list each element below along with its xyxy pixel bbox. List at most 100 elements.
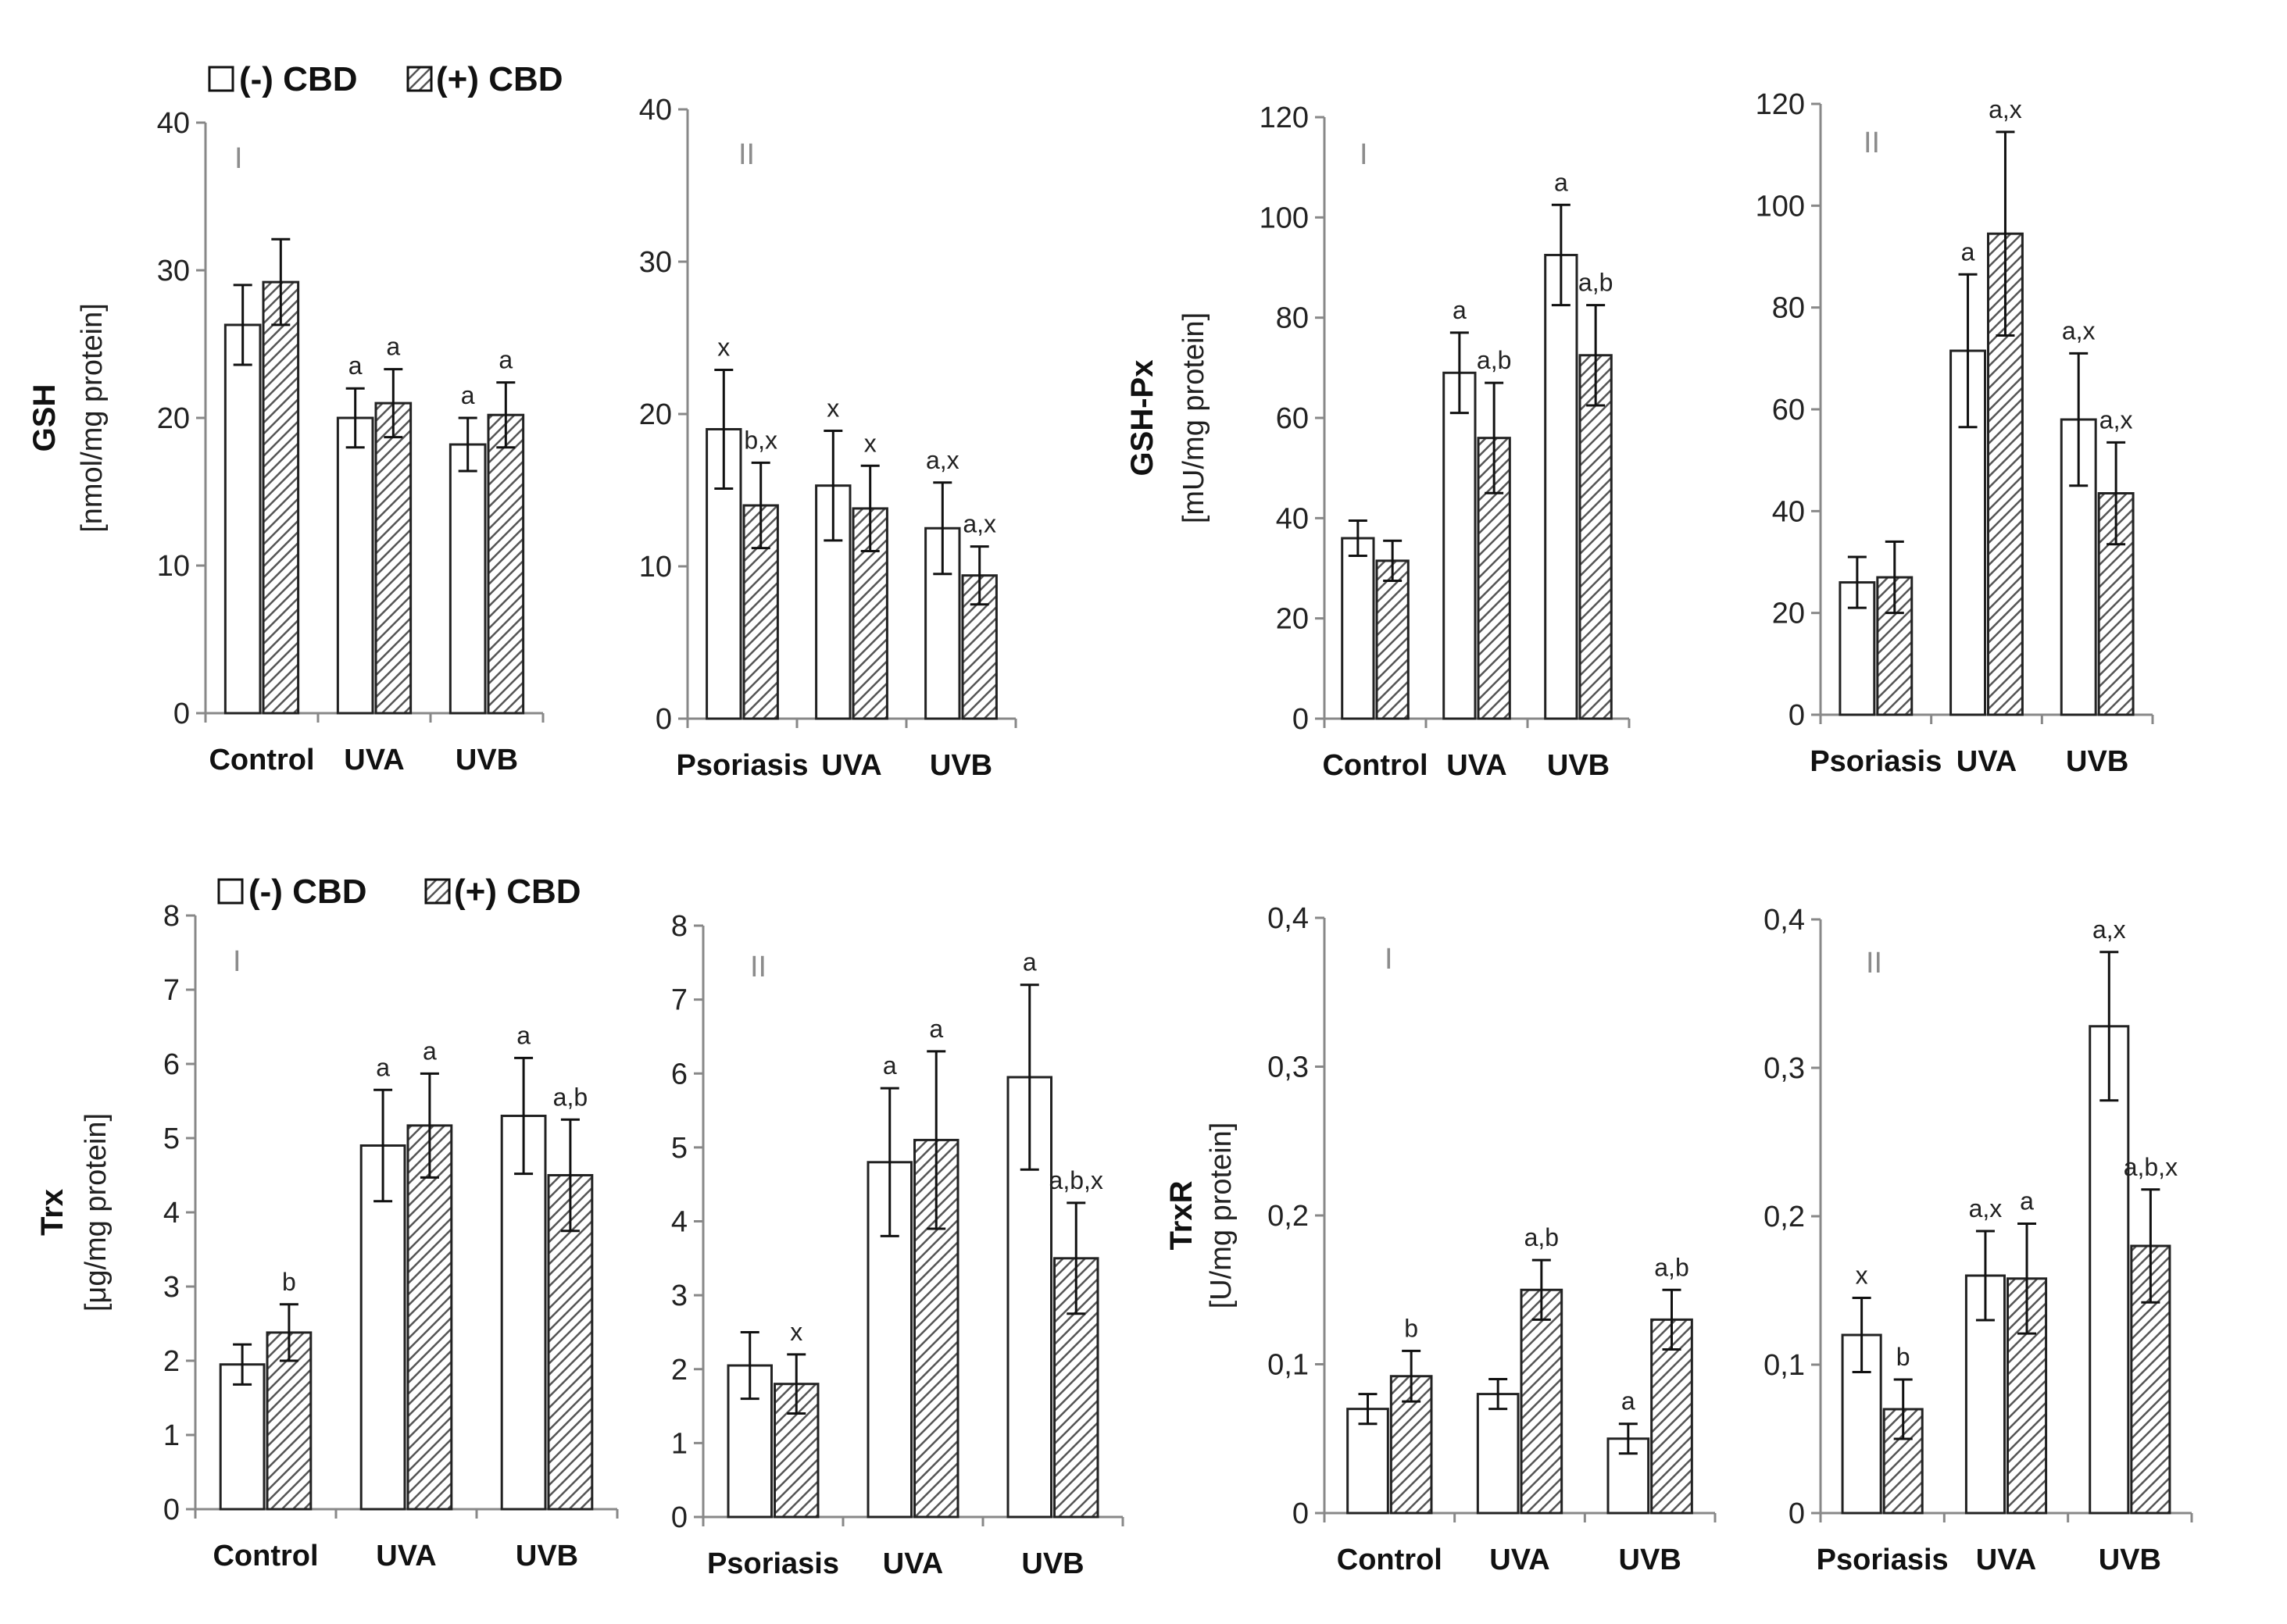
- legend-minus-swatch: [208, 66, 234, 92]
- x-tick-label: Control: [213, 1540, 318, 1572]
- bar-plus-cbd: [1375, 559, 1410, 720]
- x-tick-label: UVA: [821, 749, 881, 782]
- bar-minus-cbd: [1476, 1393, 1520, 1515]
- y-tick-label: 7: [671, 984, 688, 1017]
- parameter-label: TrxR: [1164, 1180, 1199, 1250]
- y-tick-label: 0,1: [1267, 1349, 1309, 1382]
- y-tick-label: 5: [163, 1123, 180, 1155]
- significance-label: a: [376, 1053, 390, 1081]
- y-tick-label: 0: [1789, 1497, 1805, 1530]
- legend-plus-label: (+) CBD: [454, 873, 581, 911]
- significance-label: a,x: [1989, 95, 2022, 123]
- significance-label: a: [386, 333, 400, 361]
- y-tick-label: 20: [1772, 598, 1805, 630]
- x-tick-label: Psoriasis: [1817, 1544, 1949, 1576]
- parameter-label: GSH: [27, 384, 62, 452]
- y-tick-label: 7: [163, 974, 180, 1007]
- y-tick-label: 20: [1276, 603, 1309, 636]
- y-tick-label: 6: [671, 1058, 688, 1090]
- legend-bottom: (-) CBD (+) CBD: [217, 873, 581, 911]
- y-tick-label: 60: [1276, 402, 1309, 435]
- y-tick-label: 6: [163, 1048, 180, 1081]
- y-tick-label: 10: [639, 551, 672, 584]
- bar-minus-cbd: [500, 1115, 547, 1511]
- significance-label: a: [2020, 1187, 2034, 1215]
- panel-label: I: [1360, 138, 1368, 171]
- y-axis-label: [mU/mg protein]: [1177, 312, 1210, 523]
- panel-label: I: [1385, 943, 1393, 976]
- significance-label: a: [423, 1037, 437, 1065]
- bar-minus-cbd: [448, 443, 487, 715]
- legend-top: (-) CBD (+) CBD: [208, 60, 563, 98]
- y-tick-label: 40: [1276, 502, 1309, 535]
- y-tick-label: 0: [656, 703, 672, 736]
- y-tick-label: 0,3: [1763, 1052, 1805, 1085]
- y-tick-label: 0,3: [1267, 1051, 1309, 1084]
- y-tick-label: 2: [163, 1345, 180, 1378]
- y-tick-label: 8: [671, 910, 688, 943]
- y-tick-label: 8: [163, 900, 180, 933]
- y-tick-label: 40: [639, 94, 672, 127]
- significance-label: a: [1621, 1387, 1635, 1415]
- y-tick-label: 30: [639, 246, 672, 279]
- y-tick-label: 0,2: [1763, 1201, 1805, 1233]
- y-axis-label: [μg/mg protein]: [80, 1113, 113, 1312]
- x-tick-label: UVB: [1619, 1544, 1681, 1576]
- x-tick-label: UVB: [1021, 1547, 1084, 1580]
- chart-gshpx-II: 0 20 40 60 80 100 120 Psoriasis UVA a a,x UVB a,x a,x…: [1756, 88, 2154, 778]
- significance-label: b: [282, 1268, 296, 1296]
- y-tick-label: 0: [163, 1494, 180, 1526]
- x-tick-label: UVB: [930, 749, 992, 782]
- bar-plus-cbd: [1650, 1318, 1693, 1515]
- y-tick-label: 0: [1292, 703, 1309, 736]
- panel-label: II: [750, 951, 767, 983]
- y-tick-label: 100: [1756, 190, 1805, 223]
- significance-label: a: [348, 352, 363, 380]
- significance-label: x: [717, 333, 730, 361]
- significance-label: a: [1023, 948, 1037, 976]
- chart-trx-I: 0 1 2 3 4 5 6 7 8 Control b UVA a a UVB a a,b I [μg/mg pro…: [35, 900, 619, 1572]
- legend-plus-swatch: [424, 878, 451, 905]
- x-tick-label: UVB: [2099, 1544, 2161, 1576]
- significance-label: a,b: [1524, 1223, 1559, 1251]
- y-tick-label: 0: [1292, 1497, 1309, 1530]
- bar-minus-cbd: [219, 1363, 266, 1511]
- x-tick-label: UVA: [1489, 1544, 1549, 1576]
- y-tick-label: 0: [671, 1501, 688, 1534]
- bar-plus-cbd: [1578, 354, 1613, 720]
- significance-label: b,x: [744, 426, 777, 454]
- bar-plus-cbd: [406, 1124, 453, 1511]
- significance-label: a,b,x: [1049, 1166, 1103, 1194]
- significance-label: a,b,x: [2124, 1153, 2178, 1181]
- y-tick-label: 30: [157, 255, 190, 287]
- y-tick-label: 60: [1772, 394, 1805, 427]
- x-tick-label: Control: [1322, 749, 1428, 782]
- x-tick-label: UVB: [1547, 749, 1610, 782]
- significance-label: a,x: [963, 510, 996, 538]
- legend-plus-swatch: [406, 66, 433, 92]
- legend-minus-label: (-) CBD: [248, 873, 367, 911]
- significance-label: x: [790, 1318, 802, 1346]
- bar-plus-cbd: [487, 413, 525, 715]
- parameter-label: Trx: [35, 1189, 70, 1236]
- legend-minus-swatch: [217, 878, 244, 905]
- significance-label: a: [516, 1021, 531, 1049]
- bar-minus-cbd: [223, 323, 262, 715]
- significance-label: a: [1453, 296, 1467, 324]
- y-tick-label: 0,4: [1267, 902, 1309, 935]
- significance-label: b: [1896, 1343, 1910, 1371]
- significance-label: a: [461, 381, 475, 409]
- y-tick-label: 2: [671, 1354, 688, 1387]
- x-tick-label: UVA: [344, 744, 404, 776]
- significance-label: a,x: [1969, 1194, 2003, 1222]
- significance-label: a,x: [2062, 316, 2096, 344]
- y-tick-label: 5: [671, 1132, 688, 1165]
- chart-trxr-I: 0 0,1 0,2 0,3 0,4 Control b UVA a,b UVB a a,b I [U/mg…: [1164, 902, 1717, 1576]
- bar-plus-cbd: [262, 280, 300, 715]
- y-tick-label: 3: [163, 1271, 180, 1304]
- x-tick-label: Psoriasis: [677, 749, 809, 782]
- significance-label: x: [864, 429, 877, 457]
